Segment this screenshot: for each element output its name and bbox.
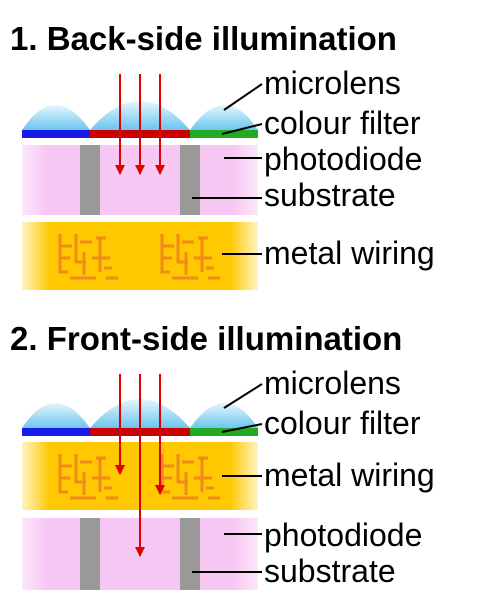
light-rays xyxy=(115,374,165,557)
wiring-trace xyxy=(194,236,220,280)
label-substrate: substrate xyxy=(264,553,396,589)
label-metal-wiring: metal wiring xyxy=(264,457,435,493)
label-metal-wiring: metal wiring xyxy=(264,235,435,271)
label-microlens: microlens xyxy=(264,365,401,401)
label-substrate: substrate xyxy=(264,177,396,213)
label-colour-filter: colour filter xyxy=(264,405,421,441)
wiring-trace xyxy=(194,456,220,500)
light-rays xyxy=(115,74,165,175)
panel-back-side: 1. Back-side illumination xyxy=(10,20,435,290)
label-photodiode: photodiode xyxy=(264,517,422,553)
panel-front-side: 2. Front-side illumination xyxy=(10,320,435,590)
label-microlens: microlens xyxy=(264,65,401,101)
wiring-trace xyxy=(92,236,118,280)
wiring-trace xyxy=(92,456,118,500)
leader-lines xyxy=(192,83,263,255)
label-photodiode: photodiode xyxy=(264,141,422,177)
microlens-layer xyxy=(22,101,258,130)
leader-lines xyxy=(192,383,263,573)
wiring-trace xyxy=(58,454,96,500)
panel-heading: 1. Back-side illumination xyxy=(10,20,397,57)
metal-wiring-layer xyxy=(22,222,258,290)
panel-heading: 2. Front-side illumination xyxy=(10,320,402,357)
wiring-trace xyxy=(160,234,198,280)
label-colour-filter: colour filter xyxy=(264,105,421,141)
wiring-trace xyxy=(58,234,96,280)
